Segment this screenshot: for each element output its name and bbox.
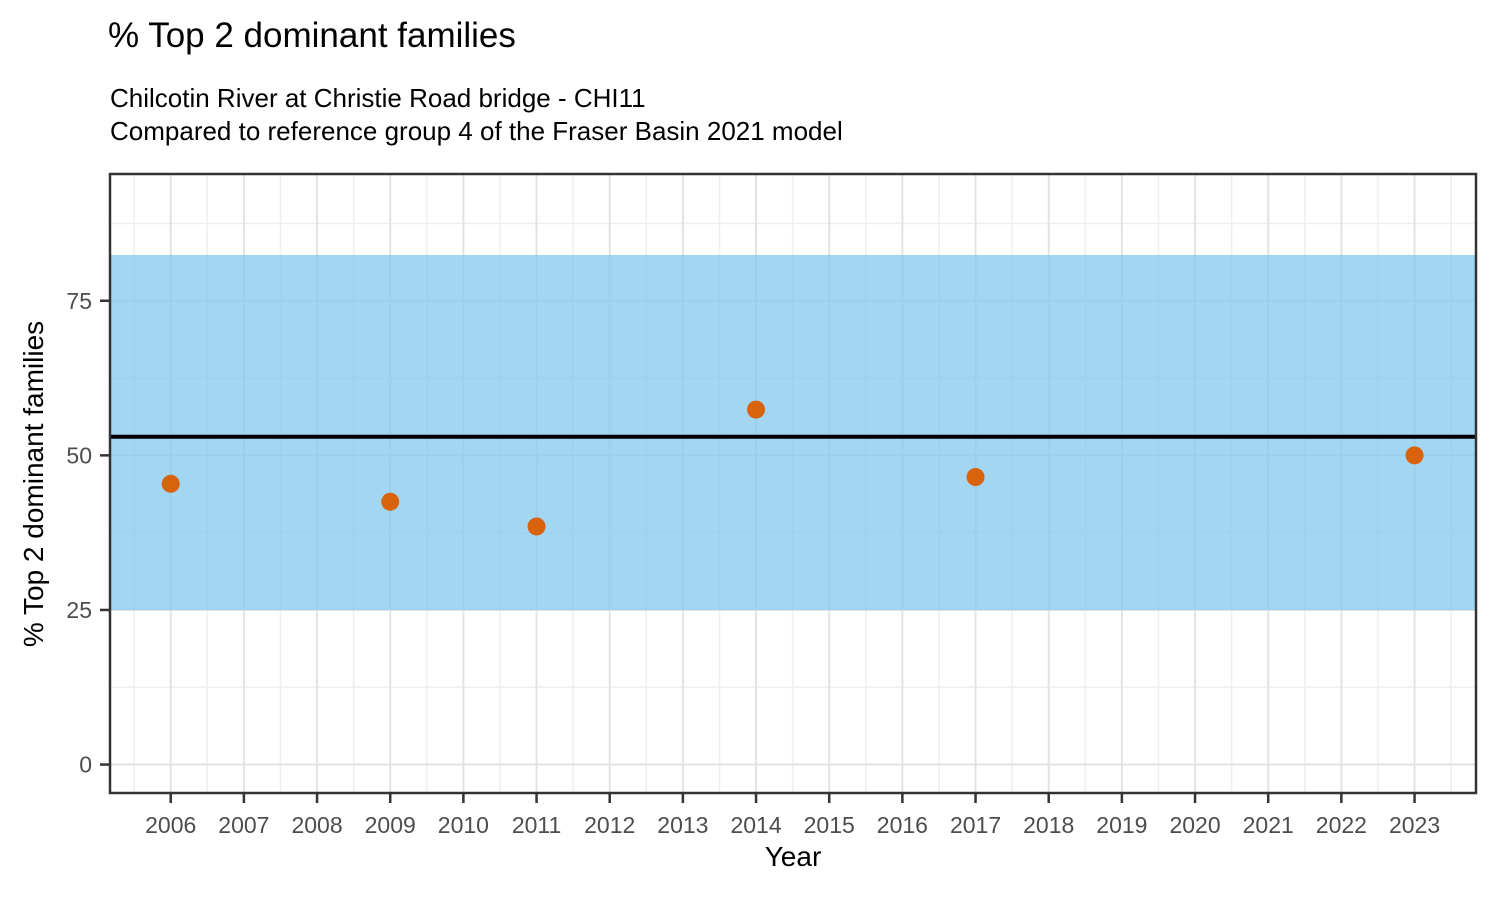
reference-band — [110, 255, 1476, 610]
data-point — [381, 492, 400, 511]
x-tick-label: 2007 — [218, 812, 269, 838]
data-point — [966, 468, 985, 487]
x-tick-label: 2008 — [291, 812, 342, 838]
x-tick-label: 2016 — [877, 812, 928, 838]
x-axis-title: Year — [764, 841, 822, 872]
x-tick-label: 2009 — [365, 812, 416, 838]
x-tick-label: 2022 — [1316, 812, 1367, 838]
y-tick-label: 75 — [66, 288, 92, 314]
x-tick-label: 2017 — [950, 812, 1001, 838]
y-axis-title: % Top 2 dominant families — [18, 320, 49, 648]
x-tick-label: 2018 — [1023, 812, 1074, 838]
x-tick-label: 2013 — [657, 812, 708, 838]
data-point — [747, 400, 766, 419]
data-point — [527, 517, 546, 536]
x-tick-label: 2023 — [1389, 812, 1440, 838]
x-tick-label: 2021 — [1243, 812, 1294, 838]
y-tick-label: 25 — [66, 597, 92, 623]
x-tick-label: 2012 — [584, 812, 635, 838]
x-tick-label: 2019 — [1096, 812, 1147, 838]
chart-subtitle: Chilcotin River at Christie Road bridge … — [110, 82, 843, 148]
subtitle-line-2: Compared to reference group 4 of the Fra… — [110, 116, 843, 146]
x-tick-label: 2010 — [438, 812, 489, 838]
chart-title: % Top 2 dominant families — [108, 16, 516, 55]
subtitle-line-1: Chilcotin River at Christie Road bridge … — [110, 83, 646, 113]
x-tick-label: 2011 — [512, 812, 561, 838]
data-point — [1405, 446, 1424, 465]
x-tick-label: 2006 — [145, 812, 196, 838]
y-tick-label: 50 — [66, 442, 92, 468]
panel-border — [108, 172, 1478, 795]
y-tick-label: 0 — [79, 752, 92, 778]
data-point — [161, 474, 180, 493]
x-tick-label: 2015 — [804, 812, 855, 838]
x-tick-label: 2014 — [730, 812, 781, 838]
x-tick-label: 2020 — [1169, 812, 1220, 838]
